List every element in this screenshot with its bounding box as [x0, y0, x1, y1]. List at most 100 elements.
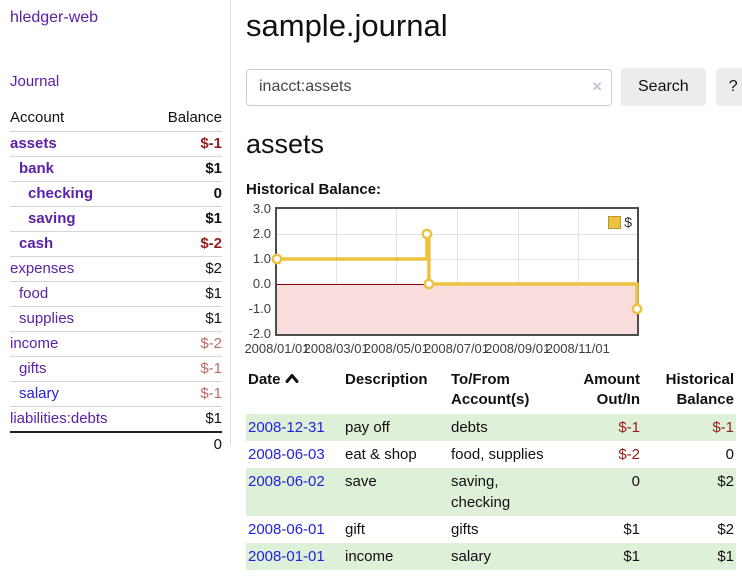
transaction-row: 2008-06-03 eat & shop food, supplies $-2 0: [246, 441, 736, 468]
chart-heading: Historical Balance:: [246, 181, 382, 198]
transaction-accounts-cell: gifts: [451, 521, 479, 538]
register-header-amount: Amount Out/In: [583, 371, 640, 408]
transaction-date-cell[interactable]: 2008-12-31: [246, 414, 343, 441]
accounts-header-account: Account: [10, 106, 147, 132]
account-row: checking 0: [10, 181, 222, 207]
account-link[interactable]: assets: [10, 135, 57, 152]
account-link[interactable]: checking: [28, 185, 94, 202]
account-row: salary $-1: [10, 381, 222, 407]
chart-negative-region: [277, 284, 637, 334]
transaction-amount-cell: $1: [623, 548, 640, 565]
register-header-historical: Historical Balance: [665, 371, 734, 408]
transaction-balance-cell: $2: [717, 521, 734, 538]
x-axis-tick-label: 2008/03/01: [303, 341, 369, 356]
chart-data-point: [271, 253, 283, 265]
account-balance: $-2: [146, 231, 222, 257]
help-button[interactable]: ?: [715, 68, 742, 106]
chart-gridline: [456, 209, 458, 334]
search-input[interactable]: [246, 68, 612, 106]
transaction-date-cell[interactable]: 2008-06-03: [246, 441, 343, 468]
clear-search-icon[interactable]: ×: [592, 76, 602, 96]
legend-label: $: [624, 214, 632, 230]
account-row: food $1: [10, 281, 222, 307]
transaction-date-link[interactable]: 2008-06-01: [248, 521, 325, 538]
x-axis-tick-label: 2008/01/01: [244, 341, 310, 356]
accounts-total-row: 0: [10, 431, 222, 456]
chart-plot-area: $: [271, 207, 643, 336]
account-link[interactable]: supplies: [19, 310, 75, 327]
search-form: × Search ?: [246, 68, 742, 106]
transaction-date-link[interactable]: 2008-06-02: [248, 473, 325, 490]
app-title-link[interactable]: hledger-web: [10, 9, 99, 26]
account-row: cash $-2: [10, 231, 222, 257]
accounts-total-value: 0: [146, 431, 222, 456]
account-row: assets $-1: [10, 132, 222, 157]
y-axis-tick-label: 1.0: [252, 251, 271, 266]
register-header-description: Description: [345, 371, 428, 388]
transaction-amount-cell: $1: [623, 521, 640, 538]
chart-data-point: [421, 228, 433, 240]
y-axis-tick-label: 2.0: [252, 226, 271, 241]
account-link[interactable]: liabilities:debts: [10, 410, 108, 427]
transaction-amount-cell: 0: [631, 473, 640, 490]
account-row: supplies $1: [10, 306, 222, 332]
transaction-date-link[interactable]: 2008-12-31: [248, 419, 325, 436]
x-axis-tick-label: 2008/09/01: [485, 341, 551, 356]
account-link[interactable]: income: [10, 335, 59, 352]
register-header-date[interactable]: Date: [246, 368, 343, 414]
account-balance: $-1: [200, 135, 222, 152]
account-row: expenses $2: [10, 256, 222, 282]
account-balance: $-1: [146, 356, 222, 382]
transaction-balance-cell: 0: [725, 446, 734, 463]
transaction-date-cell[interactable]: 2008-06-02: [246, 468, 343, 516]
transaction-amount-cell: $-2: [618, 446, 640, 463]
transaction-date-cell[interactable]: 2008-01-01: [246, 543, 343, 570]
accounts-total-spacer: [10, 431, 147, 456]
accounts-header-row: Account Balance: [10, 106, 222, 132]
y-axis-tick-label: -2.0: [248, 326, 271, 341]
account-row: liabilities:debts $1: [10, 406, 222, 432]
register-table: Date Description To/From Account(s) Amount Ou…: [246, 368, 736, 570]
transaction-date-link[interactable]: 2008-06-03: [248, 446, 325, 463]
register-header-row: Date Description To/From Account(s) Amount Ou…: [246, 368, 736, 414]
transaction-row: 2008-06-01 gift gifts $1 $2: [246, 516, 736, 543]
x-axis-tick-label: 2008/05/01: [363, 341, 429, 356]
transaction-description-cell: gift: [345, 521, 366, 538]
account-link[interactable]: saving: [28, 210, 76, 227]
sidebar-item-journal[interactable]: Journal: [10, 73, 60, 90]
account-balance: $1: [146, 206, 222, 232]
transaction-description-cell: income: [345, 548, 394, 565]
transaction-date-cell[interactable]: 2008-06-01: [246, 516, 343, 543]
account-link[interactable]: salary: [19, 385, 60, 402]
transaction-amount-cell: $-1: [618, 419, 640, 436]
transaction-date-link[interactable]: 2008-01-01: [248, 548, 325, 565]
search-button[interactable]: Search: [621, 68, 706, 106]
account-link[interactable]: expenses: [10, 260, 75, 277]
transaction-description-cell: eat & shop: [345, 446, 417, 463]
transaction-description-cell: save: [345, 473, 377, 490]
register-header-tofrom: To/From Account(s): [451, 371, 530, 408]
page-title: sample.journal: [246, 8, 448, 43]
account-row: saving $1: [10, 206, 222, 232]
transaction-accounts-cell: debts: [451, 419, 488, 436]
legend-swatch-icon: [608, 215, 622, 229]
account-link[interactable]: food: [19, 285, 49, 302]
historical-balance-chart: $3.0 2.0 1.0 0.0 -1.0 -2.0 2008/01/01 2008/03/0…: [244, 201, 742, 362]
transaction-row: 2008-01-01 income salary $1 $1: [246, 543, 736, 570]
chart-gridline: [336, 209, 338, 334]
y-axis-tick-label: 0.0: [252, 276, 271, 291]
transaction-balance-cell: $2: [717, 473, 734, 490]
transaction-balance-cell: $1: [717, 548, 734, 565]
x-axis-tick-label: 2008/07/01: [423, 341, 490, 356]
account-balance: $-2: [146, 331, 222, 357]
chart-gridline: [517, 209, 519, 334]
account-heading: assets: [246, 129, 325, 159]
account-row: gifts $-1: [10, 356, 222, 382]
y-axis-tick-label: 3.0: [252, 201, 271, 216]
account-link[interactable]: bank: [19, 160, 55, 177]
sort-ascending-icon[interactable]: [285, 373, 299, 384]
account-link[interactable]: cash: [19, 235, 54, 252]
chart-data-point: [631, 303, 643, 315]
account-link[interactable]: gifts: [19, 360, 47, 377]
transaction-balance-cell: $-1: [712, 419, 734, 436]
